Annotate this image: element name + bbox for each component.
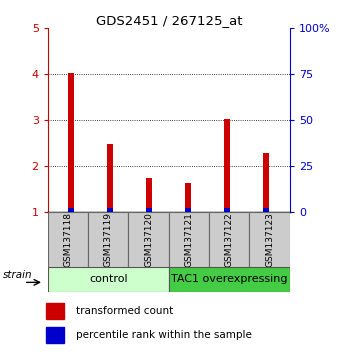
Bar	[129, 212, 169, 267]
Bar	[107, 208, 113, 212]
Bar	[68, 208, 74, 212]
Text: percentile rank within the sample: percentile rank within the sample	[76, 330, 252, 340]
Text: GSM137118: GSM137118	[63, 212, 72, 267]
Text: GSM137121: GSM137121	[184, 212, 193, 267]
Bar	[250, 212, 290, 267]
Text: transformed count: transformed count	[76, 306, 173, 316]
Bar	[186, 208, 191, 212]
Text: strain: strain	[2, 270, 32, 280]
Bar	[224, 119, 230, 212]
Bar	[264, 153, 269, 212]
Bar	[264, 208, 269, 212]
Bar	[146, 208, 152, 212]
Bar	[209, 212, 250, 267]
Bar	[46, 303, 64, 319]
Bar	[169, 267, 290, 292]
Bar	[224, 208, 230, 212]
Bar	[46, 327, 64, 343]
Bar	[169, 212, 209, 267]
Text: GSM137123: GSM137123	[265, 212, 274, 267]
Title: GDS2451 / 267125_at: GDS2451 / 267125_at	[95, 14, 242, 27]
Bar	[68, 73, 74, 212]
Bar	[146, 178, 152, 212]
Text: GSM137122: GSM137122	[225, 212, 234, 267]
Text: GSM137120: GSM137120	[144, 212, 153, 267]
Bar	[186, 183, 191, 212]
Text: TAC1 overexpressing: TAC1 overexpressing	[172, 274, 288, 284]
Bar	[88, 212, 129, 267]
Bar	[48, 212, 88, 267]
Text: control: control	[89, 274, 128, 284]
Text: GSM137119: GSM137119	[104, 212, 113, 267]
Bar	[107, 144, 113, 212]
Bar	[48, 267, 169, 292]
